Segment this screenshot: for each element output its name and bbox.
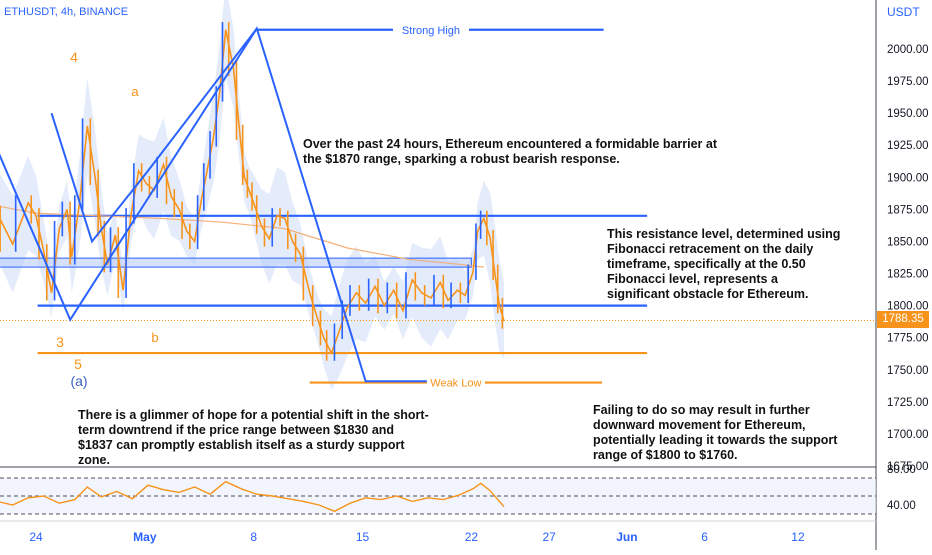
x-tick-label: 22 xyxy=(465,530,479,544)
wave-label-wave-5: 5 xyxy=(74,356,82,372)
note-resistance: This resistance level, determined using … xyxy=(607,227,841,301)
structure-line xyxy=(50,27,258,244)
y-tick-label: 1775.00 xyxy=(887,333,929,345)
x-tick-label: 24 xyxy=(29,530,43,544)
y-tick-label: 1975.00 xyxy=(887,76,929,88)
wave-label-wave-3: 3 xyxy=(56,334,64,350)
y-tick-label: 1725.00 xyxy=(887,397,929,409)
note-barrier: Over the past 24 hours, Ethereum encount… xyxy=(303,137,718,166)
y-tick-label: 1925.00 xyxy=(887,140,929,152)
y-tick-label: 1900.00 xyxy=(887,172,929,184)
y-tick-label: 1950.00 xyxy=(887,108,929,120)
wave-label-wave-a: (a) xyxy=(70,373,87,389)
x-tick-label: 12 xyxy=(791,530,805,544)
rsi-line xyxy=(0,480,505,513)
x-tick-label: 8 xyxy=(250,530,257,544)
x-tick-label: 15 xyxy=(356,530,370,544)
y-tick-label: 1700.00 xyxy=(887,429,929,441)
y-tick-label: 2000.00 xyxy=(887,44,929,56)
y-tick-label: 1825.00 xyxy=(887,269,929,281)
x-tick-label: 27 xyxy=(542,530,556,544)
wave-label-wave-a: a xyxy=(131,84,139,99)
note-failing: Failing to do so may result in further d… xyxy=(593,403,838,462)
wave-label-wave-b: b xyxy=(151,330,158,345)
wave-label-wave-4: 4 xyxy=(70,49,78,65)
x-tick-label: May xyxy=(133,530,157,544)
strong-high-label-bg xyxy=(392,22,469,37)
y-tick-label: 1875.00 xyxy=(887,204,929,216)
y-tick-label: 1750.00 xyxy=(887,365,929,377)
y-tick-label: 1850.00 xyxy=(887,236,929,248)
rsi-tick-label: 80.00 xyxy=(887,464,916,476)
strong-high-label: Strong High xyxy=(402,25,460,37)
currency-label: USDT xyxy=(887,5,920,19)
chart-title: ETHUSDT, 4h, BINANCE xyxy=(4,6,129,18)
y-tick-label: 1800.00 xyxy=(887,301,929,313)
rsi-tick-label: 40.00 xyxy=(887,500,916,512)
weak-low-label: Weak Low xyxy=(430,378,481,390)
support-zone xyxy=(0,257,472,268)
current-price-badge: 1788.35 xyxy=(877,311,929,328)
note-hope: There is a glimmer of hope for a potenti… xyxy=(78,408,429,467)
weak-low-label-bg xyxy=(426,375,485,390)
x-tick-label: Jun xyxy=(616,530,637,544)
x-tick-label: 6 xyxy=(701,530,708,544)
y-tick-label: 1675.00 xyxy=(887,461,929,473)
